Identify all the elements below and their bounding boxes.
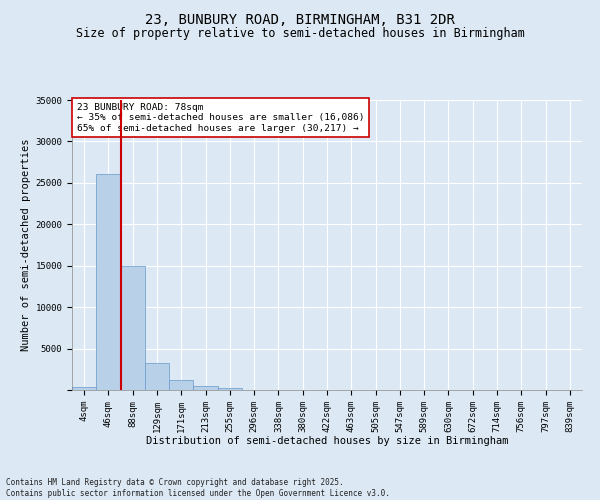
Bar: [193, 386, 218, 390]
Bar: [169, 380, 193, 390]
Bar: [145, 364, 169, 390]
Text: Size of property relative to semi-detached houses in Birmingham: Size of property relative to semi-detach…: [76, 28, 524, 40]
Text: Contains HM Land Registry data © Crown copyright and database right 2025.
Contai: Contains HM Land Registry data © Crown c…: [6, 478, 390, 498]
Y-axis label: Number of semi-detached properties: Number of semi-detached properties: [21, 138, 31, 352]
Bar: [72, 387, 96, 390]
Bar: [218, 388, 242, 390]
Bar: [121, 266, 145, 390]
X-axis label: Distribution of semi-detached houses by size in Birmingham: Distribution of semi-detached houses by …: [146, 436, 508, 446]
Text: 23 BUNBURY ROAD: 78sqm
← 35% of semi-detached houses are smaller (16,086)
65% of: 23 BUNBURY ROAD: 78sqm ← 35% of semi-det…: [77, 103, 365, 132]
Text: 23, BUNBURY ROAD, BIRMINGHAM, B31 2DR: 23, BUNBURY ROAD, BIRMINGHAM, B31 2DR: [145, 12, 455, 26]
Bar: [96, 174, 121, 390]
